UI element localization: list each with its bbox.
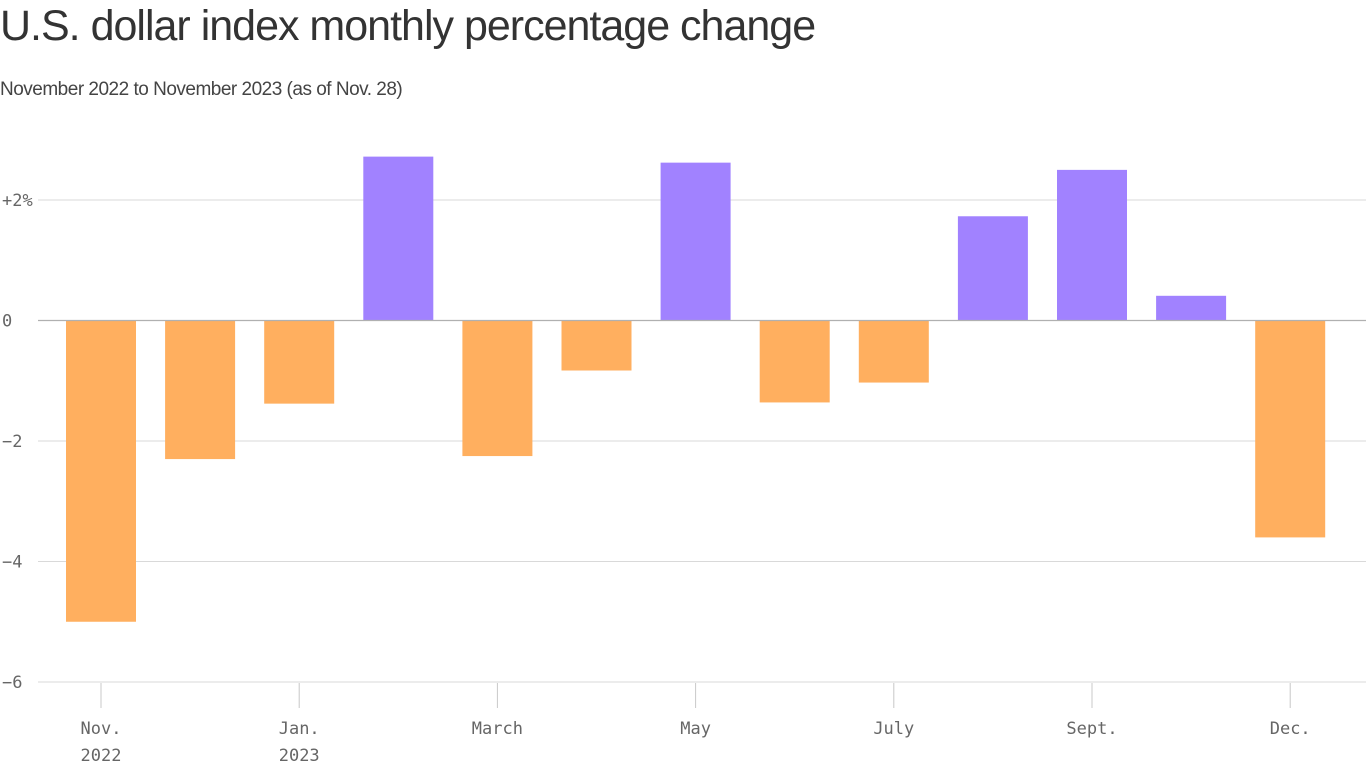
bar-jun-2023 xyxy=(759,320,830,403)
bar-mar-2023 xyxy=(462,320,533,457)
y-tick-label: +2% xyxy=(2,191,33,211)
x-tick-label: March xyxy=(472,719,523,739)
y-tick-label: −4 xyxy=(2,553,22,573)
x-tick-label: Dec. xyxy=(1270,719,1311,739)
x-tick-label: Jan. xyxy=(279,719,320,739)
y-tick-label: 0 xyxy=(2,312,12,332)
x-tick-year-label: 2023 xyxy=(279,746,320,766)
bar-jan-2023 xyxy=(264,320,335,404)
bar-nov-2023 xyxy=(1255,320,1326,538)
bar-nov-2022 xyxy=(66,320,136,622)
x-tick-label: Nov. xyxy=(81,719,122,739)
x-tick-label: May xyxy=(680,719,711,739)
x-tick-label: Sept. xyxy=(1066,719,1117,739)
bar-aug-2023 xyxy=(957,216,1028,321)
chart-title: U.S. dollar index monthly percentage cha… xyxy=(0,2,816,50)
bar-sep-2023 xyxy=(1057,169,1127,321)
bar-feb-2023 xyxy=(363,156,434,321)
bar-oct-2023 xyxy=(1156,295,1227,321)
x-axis: Nov. 2022 Jan. 2023 March May July Sept. Dec. xyxy=(38,319,1366,766)
x-tick-label: July xyxy=(873,719,914,739)
y-tick-label: −2 xyxy=(2,432,22,452)
bar-jul-2023 xyxy=(858,320,929,383)
bar-dec-2022 xyxy=(165,320,236,460)
y-tick-label: −6 xyxy=(2,673,22,693)
bars xyxy=(66,156,1326,622)
bar-apr-2023 xyxy=(561,320,632,371)
bar-may-2023 xyxy=(660,162,731,321)
x-tick-year-label: 2022 xyxy=(81,746,122,766)
chart-subtitle: November 2022 to November 2023 (as of No… xyxy=(0,79,403,100)
